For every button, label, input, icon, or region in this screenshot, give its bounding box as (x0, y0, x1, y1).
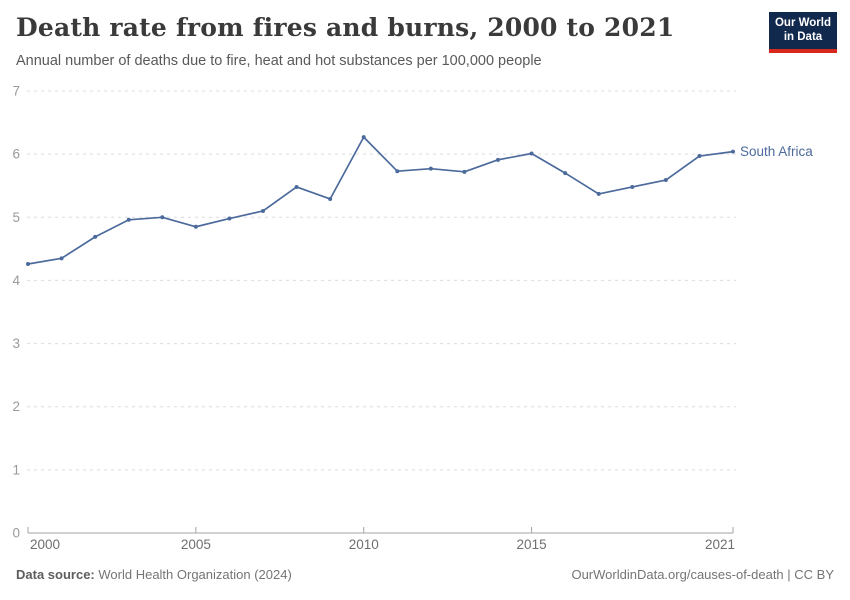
data-point-2015[interactable] (529, 151, 534, 156)
y-tick-label-0: 0 (12, 526, 20, 541)
y-tick-label-7: 7 (12, 84, 20, 99)
data-source-value: World Health Organization (2024) (98, 567, 292, 582)
data-point-2018[interactable] (630, 184, 635, 189)
data-point-2021[interactable] (731, 149, 735, 154)
data-source-label: Data source: (16, 567, 95, 582)
chart-footer: Data source: World Health Organization (… (16, 567, 834, 582)
data-point-2007[interactable] (261, 208, 265, 213)
y-tick-label-4: 4 (12, 273, 20, 288)
owid-logo-line1: Our World (774, 17, 831, 29)
x-tick-label-2005: 2005 (181, 537, 211, 552)
page-title: Death rate from fires and burns, 2000 to… (16, 13, 675, 42)
x-tick-label-2000: 2000 (30, 537, 60, 552)
data-point-2009[interactable] (328, 196, 333, 201)
data-point-2008[interactable] (294, 184, 299, 189)
y-tick-label-2: 2 (12, 399, 20, 414)
data-point-2014[interactable] (496, 157, 500, 162)
data-point-2019[interactable] (663, 178, 668, 183)
x-tick-label-2021: 2021 (705, 537, 735, 552)
owid-logo[interactable]: Our World in Data (769, 12, 837, 53)
data-point-2020[interactable] (697, 154, 702, 159)
data-point-2004[interactable] (160, 215, 165, 220)
series-end-label[interactable]: South Africa (740, 144, 813, 159)
data-point-2003[interactable] (126, 217, 131, 222)
data-point-2010[interactable] (361, 135, 366, 140)
data-point-2017[interactable] (596, 191, 601, 196)
data-point-2012[interactable] (428, 166, 433, 171)
y-tick-label-5: 5 (12, 210, 20, 225)
y-tick-label-1: 1 (12, 462, 20, 477)
x-tick-label-2015: 2015 (517, 537, 547, 552)
plot-area[interactable] (28, 91, 733, 533)
data-source: Data source: World Health Organization (… (16, 567, 292, 582)
data-point-2016[interactable] (563, 171, 568, 176)
data-point-2005[interactable] (193, 224, 198, 229)
y-tick-label-6: 6 (12, 147, 20, 162)
y-tick-label-3: 3 (12, 336, 20, 351)
data-point-2006[interactable] (227, 216, 232, 221)
chart-subtitle: Annual number of deaths due to fire, hea… (16, 53, 542, 69)
credit-link[interactable]: OurWorldinData.org/causes-of-death | CC … (571, 567, 834, 582)
data-point-2002[interactable] (93, 234, 98, 239)
owid-logo-line2: in Data (783, 30, 823, 43)
x-tick-label-2010: 2010 (349, 537, 379, 552)
series-line-south-africa[interactable] (27, 136, 734, 265)
data-point-2013[interactable] (462, 169, 467, 174)
data-point-2011[interactable] (395, 169, 400, 174)
data-point-2001[interactable] (59, 256, 64, 261)
data-point-2000[interactable] (26, 262, 30, 267)
